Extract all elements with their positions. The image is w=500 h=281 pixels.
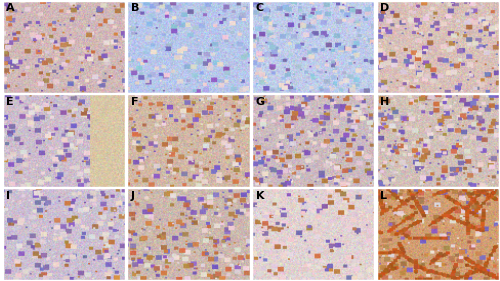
Text: I: I	[6, 191, 10, 201]
Text: L: L	[380, 191, 388, 201]
Text: A: A	[6, 3, 15, 13]
Text: G: G	[256, 97, 265, 107]
Text: B: B	[131, 3, 140, 13]
Text: E: E	[6, 97, 14, 107]
Text: K: K	[256, 191, 264, 201]
Text: F: F	[131, 97, 138, 107]
Text: C: C	[256, 3, 264, 13]
Text: J: J	[131, 191, 135, 201]
Text: H: H	[380, 97, 390, 107]
Text: D: D	[380, 3, 390, 13]
